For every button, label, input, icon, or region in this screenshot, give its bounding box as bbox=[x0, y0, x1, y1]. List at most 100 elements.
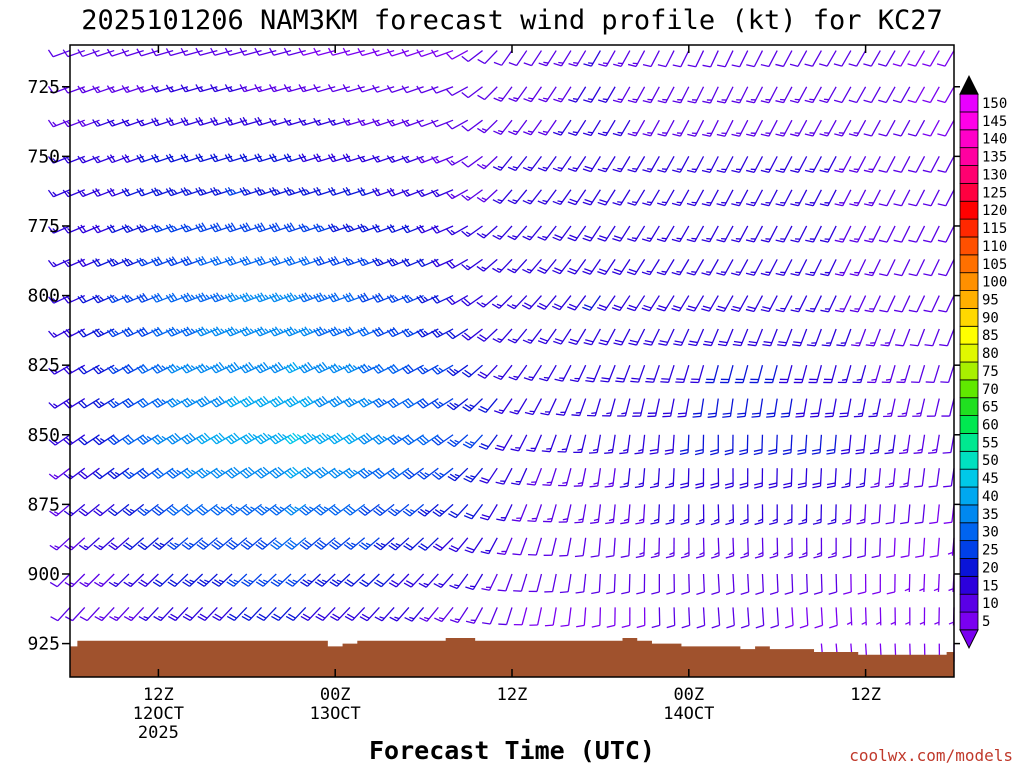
barb-feather bbox=[313, 400, 320, 408]
barb-feather bbox=[937, 99, 946, 104]
barb-feather bbox=[240, 543, 249, 550]
barb-feather bbox=[195, 365, 202, 374]
barb-feather bbox=[671, 202, 681, 207]
wind-barb bbox=[372, 48, 395, 57]
barb-feather bbox=[379, 616, 385, 620]
wind-barb bbox=[568, 50, 587, 67]
barb-feather bbox=[790, 239, 799, 243]
barb-feather bbox=[139, 294, 146, 302]
wind-barb bbox=[151, 256, 174, 267]
barb-feather bbox=[497, 589, 506, 592]
barb-feather bbox=[836, 344, 845, 347]
wind-barb bbox=[493, 398, 513, 415]
barb-feather bbox=[401, 189, 408, 197]
barb-shaft bbox=[628, 537, 631, 556]
barb-shaft bbox=[893, 537, 896, 556]
wind-barb bbox=[686, 189, 705, 207]
wind-barb bbox=[642, 50, 660, 68]
barb-feather bbox=[268, 187, 275, 196]
x-tick-label: 14OCT bbox=[663, 704, 714, 724]
barb-feather bbox=[928, 485, 937, 488]
wind-barb bbox=[627, 50, 646, 68]
barb-feather bbox=[230, 397, 237, 405]
wind-barb bbox=[445, 49, 469, 60]
barb-feather bbox=[176, 365, 181, 370]
barb-feather bbox=[254, 258, 260, 266]
wind-barb bbox=[401, 364, 424, 375]
wind-barb bbox=[827, 504, 837, 525]
barb-feather bbox=[597, 306, 606, 312]
barb-feather bbox=[80, 224, 87, 233]
wind-barb bbox=[358, 537, 380, 551]
wind-barb bbox=[357, 223, 380, 233]
barb-feather bbox=[728, 518, 734, 522]
wind-barb bbox=[695, 468, 705, 489]
barb-feather bbox=[226, 615, 235, 622]
barb-feather bbox=[174, 542, 180, 546]
wind-barb bbox=[523, 50, 543, 67]
wind-barb bbox=[329, 573, 351, 587]
barb-feather bbox=[269, 400, 276, 408]
x-tick-label: 13OCT bbox=[310, 704, 361, 724]
barb-feather bbox=[190, 294, 196, 299]
barb-feather bbox=[664, 452, 674, 455]
wind-barb bbox=[925, 364, 940, 384]
barb-feather bbox=[136, 295, 143, 303]
barb-feather bbox=[464, 369, 472, 376]
barb-feather bbox=[224, 154, 231, 163]
wind-barb bbox=[878, 156, 896, 173]
barb-feather bbox=[245, 326, 252, 334]
barb-shaft bbox=[702, 573, 705, 592]
wind-barb bbox=[195, 432, 218, 445]
barb-shaft bbox=[747, 573, 750, 592]
barb-feather bbox=[943, 521, 952, 524]
barb-feather bbox=[661, 237, 667, 240]
barb-shaft bbox=[520, 573, 528, 592]
barb-shaft bbox=[451, 86, 469, 97]
wind-barb bbox=[461, 364, 483, 378]
barb-feather bbox=[434, 400, 442, 407]
barb-feather bbox=[95, 224, 102, 232]
wind-barb bbox=[551, 295, 572, 311]
barb-feather bbox=[389, 257, 396, 266]
colorbar-label: 10 bbox=[982, 596, 999, 612]
barb-feather bbox=[357, 329, 364, 337]
barb-feather bbox=[461, 125, 469, 132]
barb-feather bbox=[210, 471, 218, 479]
barb-feather bbox=[78, 473, 86, 480]
barb-feather bbox=[320, 225, 325, 231]
wind-barb bbox=[686, 225, 705, 243]
barb-feather bbox=[435, 543, 443, 549]
barb-feather bbox=[114, 259, 119, 265]
wind-barb bbox=[943, 504, 955, 524]
colorbar-cell bbox=[959, 218, 979, 238]
wind-barb bbox=[77, 398, 100, 409]
barb-feather bbox=[357, 258, 364, 266]
barb-feather bbox=[47, 226, 55, 234]
barb-feather bbox=[186, 256, 193, 264]
colorbar-label: 95 bbox=[982, 292, 999, 308]
wind-barb bbox=[79, 606, 100, 622]
barb-feather bbox=[394, 616, 400, 620]
wind-barb bbox=[900, 504, 911, 525]
wind-barb bbox=[298, 153, 321, 163]
barb-feather bbox=[686, 238, 695, 243]
barb-feather bbox=[635, 521, 644, 525]
barb-feather bbox=[213, 116, 219, 125]
barb-feather bbox=[479, 371, 488, 377]
wind-barb bbox=[923, 225, 940, 243]
barb-feather bbox=[855, 485, 865, 489]
wind-barb bbox=[78, 537, 100, 551]
barb-feather bbox=[372, 295, 378, 303]
wind-barb bbox=[403, 537, 425, 551]
barb-feather bbox=[841, 378, 848, 381]
wind-barb bbox=[702, 50, 719, 68]
barb-feather bbox=[199, 86, 204, 92]
barb-feather bbox=[600, 380, 609, 383]
wind-barb bbox=[864, 225, 881, 243]
barb-feather bbox=[127, 434, 135, 442]
wind-barb bbox=[476, 258, 498, 272]
barb-feather bbox=[92, 259, 99, 267]
barb-feather bbox=[636, 624, 645, 629]
wind-barb bbox=[821, 328, 837, 347]
